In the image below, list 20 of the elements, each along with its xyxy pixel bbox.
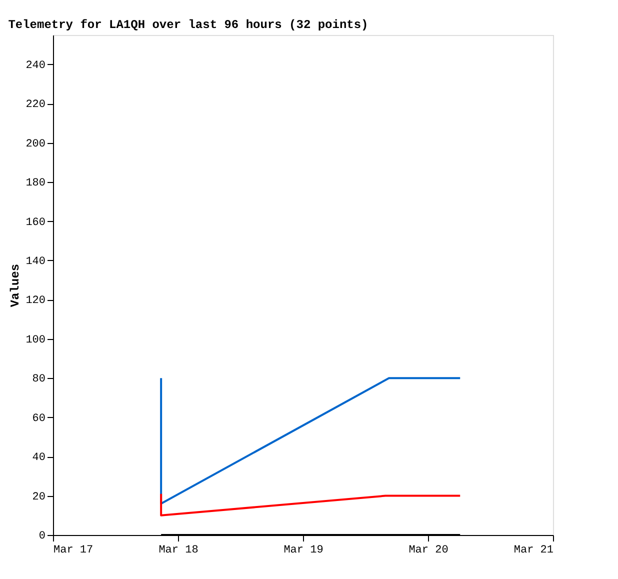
y-tick-label: 160: [26, 216, 46, 229]
y-tick-label: 220: [26, 99, 46, 112]
y-tick-label: 200: [26, 138, 46, 150]
y-tick-label: 180: [26, 178, 46, 190]
y-tick-label: 100: [26, 334, 46, 346]
y-tick-label: 60: [32, 412, 46, 425]
x-tick-label: Mar 20: [408, 544, 448, 556]
y-tick-label: 140: [26, 256, 46, 268]
y-tick-label: 80: [32, 374, 46, 386]
y-tick-label: 240: [26, 60, 46, 72]
chart-title: Telemetry for LA1QH over last 96 hours (32 points): [8, 18, 368, 32]
y-axis-title: Values: [8, 264, 23, 308]
y-tick-label: 120: [26, 295, 46, 308]
x-tick-label: Mar 17: [54, 544, 94, 556]
y-tick-label: 0: [38, 530, 46, 542]
y-tick-label: 20: [32, 491, 46, 504]
x-tick-label: Mar 19: [284, 544, 324, 556]
x-tick-label: Mar 21: [514, 544, 554, 556]
x-tick-label: Mar 18: [158, 544, 198, 556]
y-tick-label: 40: [32, 452, 46, 464]
